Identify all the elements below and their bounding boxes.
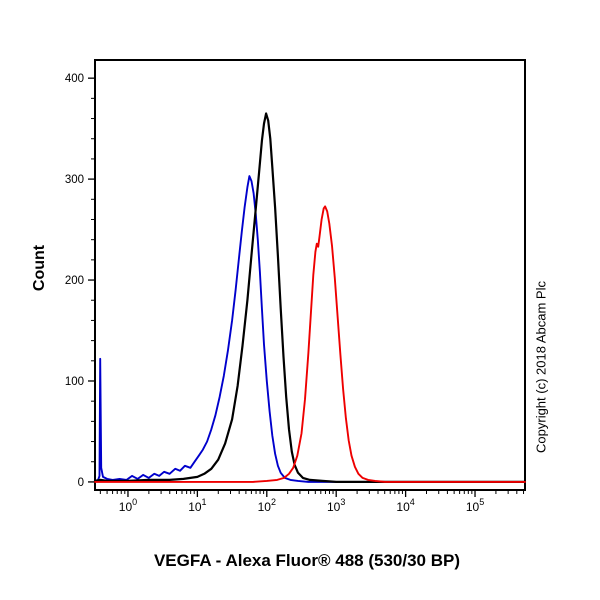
curve-blue [94, 175, 526, 483]
curve-red [94, 205, 526, 483]
y-tick-label: 0 [78, 477, 84, 489]
x-axis-title: VEGFA - Alexa Fluor® 488 (530/30 BP) [153, 551, 461, 570]
x-tick-label: 101 [188, 497, 206, 514]
x-tick-label: 102 [258, 497, 276, 514]
curve-black [93, 112, 527, 483]
y-tick-label: 200 [65, 275, 84, 287]
y-tick-label: 300 [65, 174, 84, 186]
copyright-text: Copyright (c) 2018 Abcam Plc [533, 281, 549, 453]
x-tick-label: 105 [466, 497, 484, 514]
x-tick-label: 103 [327, 497, 345, 514]
y-tick-label: 400 [65, 73, 84, 85]
x-tick-label: 104 [396, 497, 414, 514]
y-axis-label: Count [31, 244, 48, 292]
x-tick-label: 100 [119, 497, 137, 514]
y-tick-label: 100 [65, 376, 84, 388]
plot-border [94, 59, 526, 491]
